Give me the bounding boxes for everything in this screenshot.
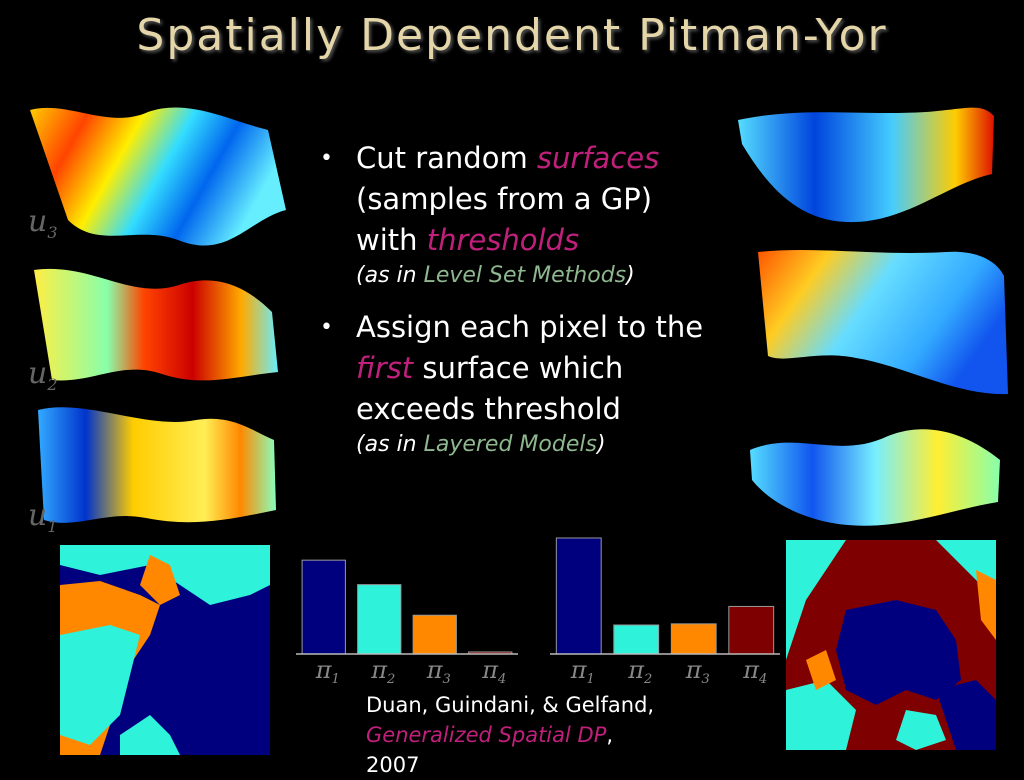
bar-3 — [412, 614, 457, 655]
surface-label-u2: u2 — [28, 356, 58, 394]
bullet-item-2: • Assign each pixel to the first surface… — [320, 307, 715, 460]
citation: Duan, Guindani, & Gelfand, Generalized S… — [366, 690, 726, 780]
bar-2 — [613, 624, 660, 655]
surface-u2 — [34, 268, 278, 381]
segmentation-map-left — [60, 545, 270, 755]
bar-label-2: π2 — [370, 656, 395, 687]
bar-label-3: π3 — [685, 656, 710, 687]
bar-label-2: π2 — [627, 656, 652, 687]
bar-3 — [670, 623, 717, 655]
bullet-note-2: (as in Layered Models) — [356, 432, 606, 457]
surface-right-bottom — [750, 429, 1000, 526]
bar-chart-2: π1 π2 π3 π4 — [550, 537, 780, 687]
bar-label-4: π4 — [742, 656, 767, 687]
citation-year: 2007 — [366, 753, 420, 777]
bullet-item-1: • Cut random surfaces (samples from a GP… — [320, 138, 715, 291]
surface-label-u3: u3 — [28, 204, 58, 242]
bar-2 — [357, 584, 402, 655]
surface-right-middle — [758, 250, 1008, 395]
slide-title: Spatially Dependent Pitman-Yor — [136, 10, 888, 61]
bar-chart-1: π1 π2 π3 π4 — [296, 559, 518, 687]
citation-authors: Duan, Guindani, & Gelfand, — [366, 693, 655, 717]
bar-1 — [301, 559, 346, 655]
surface-u3 — [30, 107, 286, 246]
bar-label-1: π1 — [315, 656, 340, 687]
bullet-dot: • — [320, 315, 333, 340]
bullet-note-1: (as in Level Set Methods) — [356, 263, 635, 288]
segmentation-map-right — [786, 540, 996, 750]
citation-title: Generalized Spatial DP — [366, 723, 607, 747]
bar-label-4: π4 — [481, 656, 506, 687]
bar-label-1: π1 — [570, 656, 595, 687]
surface-u1 — [38, 407, 276, 523]
bullet-list: • Cut random surfaces (samples from a GP… — [320, 138, 715, 476]
bullet-dot: • — [320, 146, 333, 171]
surface-right-top — [738, 107, 994, 223]
bar-label-3: π3 — [426, 656, 451, 687]
bar-4 — [728, 605, 775, 655]
surface-label-u1: u1 — [28, 498, 58, 536]
bar-1 — [555, 537, 602, 655]
